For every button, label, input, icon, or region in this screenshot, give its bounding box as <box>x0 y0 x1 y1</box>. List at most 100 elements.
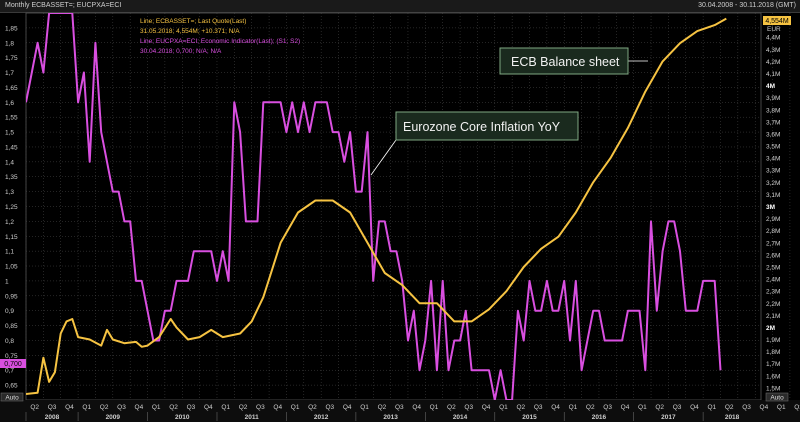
ecb-annotation-label: ECB Balance sheet <box>511 55 620 69</box>
auto-left-button[interactable]: Auto <box>0 392 24 402</box>
left-tick-label: 1,15 <box>5 234 18 241</box>
quarter-tick-label: Q1 <box>221 404 230 411</box>
quarter-tick-label: Q2 <box>308 404 317 411</box>
quarter-tick-label: Q2 <box>30 404 39 411</box>
x-axis-band <box>0 400 800 422</box>
right-last-value: 4,554M <box>765 18 789 25</box>
quarter-tick-label: Q3 <box>187 404 196 411</box>
right-axis: 1,4M1,5M1,6M1,7M1,8M1,9M2M2,1M2,2M2,3M2,… <box>766 35 780 405</box>
left-last-value: 0,700 <box>4 361 22 368</box>
quarter-tick-label: Q2 <box>447 404 456 411</box>
right-tick-label: 2,9M <box>766 216 780 223</box>
quarter-tick-label: Q4 <box>204 404 213 411</box>
left-axis: 0,65 0,7 0,75 0,8 0,85 0,9 0,95 1 1,05 1,1 1,15 1,2… <box>5 25 18 389</box>
chart-title: Monthly ECBASSET=; EUCPXA=ECI <box>5 2 122 9</box>
year-tick-label: 2012 <box>314 414 329 421</box>
left-tick-label: 0,9 <box>5 308 14 315</box>
quarter-tick-label: Q4 <box>412 404 421 411</box>
quarter-tick-label: Q3 <box>742 404 751 411</box>
core-annotation: Eurozone Core Inflation YoY <box>370 111 579 176</box>
quarter-tick-label: Q4 <box>135 404 144 411</box>
year-tick-label: 2016 <box>592 414 607 421</box>
year-tick-label: 2008 <box>45 414 60 421</box>
quarter-tick-label: Q1 <box>360 404 369 411</box>
legend-line1-title: Line; ECBASSET=; Last Quote(Last) <box>140 18 246 25</box>
series-core-inflation-line <box>26 13 722 400</box>
series-ecb-balance-line <box>26 17 727 395</box>
year-tick-label: 2013 <box>383 414 398 421</box>
left-tick-label: 1,45 <box>5 144 18 151</box>
x-axis: Q2 Q3 Q4 Q1 Q2 Q3 Q4 Q1 Q2 Q3 Q4 Q1 Q2 Q3 Q4 Q1 Q2 Q3 Q4 Q1… <box>0 400 800 422</box>
quarter-tick-label: Q4 <box>273 404 282 411</box>
quarter-tick-label: Q4 <box>482 404 491 411</box>
quarter-tick-label: Q4 <box>690 404 699 411</box>
quarter-tick-label: Q1 <box>291 404 300 411</box>
right-tick-label: 3,8M <box>766 107 780 114</box>
right-tick-label: 3,5M <box>766 144 780 151</box>
series-layer <box>26 13 727 400</box>
quarter-tick-label: Q2 <box>239 404 248 411</box>
auto-right-button[interactable]: Auto <box>765 392 789 402</box>
right-tick-label: 4,2M <box>766 59 780 66</box>
left-tick-label: 1,6 <box>5 100 14 107</box>
year-tick-label: 2018 <box>725 414 740 421</box>
left-tick-label: 1,25 <box>5 204 18 211</box>
quarter-tick-label: Q3 <box>256 404 265 411</box>
quarter-tick-label: Q1 <box>638 404 647 411</box>
quarter-tick-label: Q2 <box>378 404 387 411</box>
left-tick-label: 1,5 <box>5 130 14 137</box>
left-tick-label: 0,75 <box>5 353 18 360</box>
year-tick-label: 2011 <box>245 414 259 421</box>
right-tick-label: 2,3M <box>766 289 780 296</box>
quarter-tick-label: Q1 <box>777 404 786 411</box>
left-tick-label: 0,8 <box>5 338 14 345</box>
quarter-tick-label: Q3 <box>117 404 126 411</box>
left-tick-label: 1,3 <box>5 189 14 196</box>
quarter-tick-label: Q2 <box>516 404 525 411</box>
right-tick-label: 1,8M <box>766 349 780 356</box>
quarter-tick-label: Q2 <box>725 404 734 411</box>
quarter-tick-label: Q4 <box>621 404 630 411</box>
grid <box>25 12 791 401</box>
quarter-tick-label: Q4 <box>551 404 560 411</box>
quarter-tick-label: Q1 <box>430 404 439 411</box>
left-tick-label: 1,85 <box>5 25 18 32</box>
right-tick-label: 3,9M <box>766 95 780 102</box>
auto-right-label: Auto <box>770 395 784 402</box>
left-tick-label: 1,4 <box>5 159 14 166</box>
left-tick-label: 1,75 <box>5 55 18 62</box>
right-tick-label: 2,4M <box>766 277 780 284</box>
right-tick-label: 2,2M <box>766 301 780 308</box>
right-tick-label: 1,6M <box>766 373 780 380</box>
left-tick-label: 0,95 <box>5 293 18 300</box>
quarter-tick-label: Q2 <box>655 404 664 411</box>
right-tick-label: 3M <box>766 204 775 211</box>
right-tick-label: 3,7M <box>766 119 780 126</box>
right-tick-label: 4,4M <box>766 35 780 42</box>
right-tick-label: 4M <box>766 83 775 90</box>
quarter-tick-label: Q1 <box>569 404 578 411</box>
quarter-tick-label: Q3 <box>534 404 543 411</box>
quarter-tick-label: Q3 <box>395 404 404 411</box>
right-last-value-badge: 4,554M EUR <box>763 16 791 33</box>
title-bar: Monthly ECBASSET=; EUCPXA=ECI 30.04.2008… <box>0 0 800 13</box>
year-tick-label: 2009 <box>106 414 121 421</box>
date-range: 30.04.2008 - 30.11.2018 (GMT) <box>698 2 796 9</box>
left-tick-label: 1,05 <box>5 264 18 271</box>
right-tick-label: 3,3M <box>766 168 780 175</box>
quarter-tick-label: Q3 <box>603 404 612 411</box>
right-tick-label: 2,1M <box>766 313 780 320</box>
year-tick-label: 2010 <box>175 414 190 421</box>
left-tick-label: 1,7 <box>5 70 14 77</box>
right-tick-label: 2,5M <box>766 264 780 271</box>
left-last-value-badge: 0,700 <box>0 359 26 368</box>
left-tick-label: 1,1 <box>5 249 14 256</box>
left-tick-label: 0,65 <box>5 383 18 390</box>
core-annotation-label: Eurozone Core Inflation YoY <box>403 120 561 134</box>
right-tick-label: 1,7M <box>766 361 780 368</box>
quarter-tick-label: Q4 <box>65 404 74 411</box>
left-tick-label: 1,65 <box>5 85 18 92</box>
year-tick-label: 2014 <box>453 414 468 421</box>
